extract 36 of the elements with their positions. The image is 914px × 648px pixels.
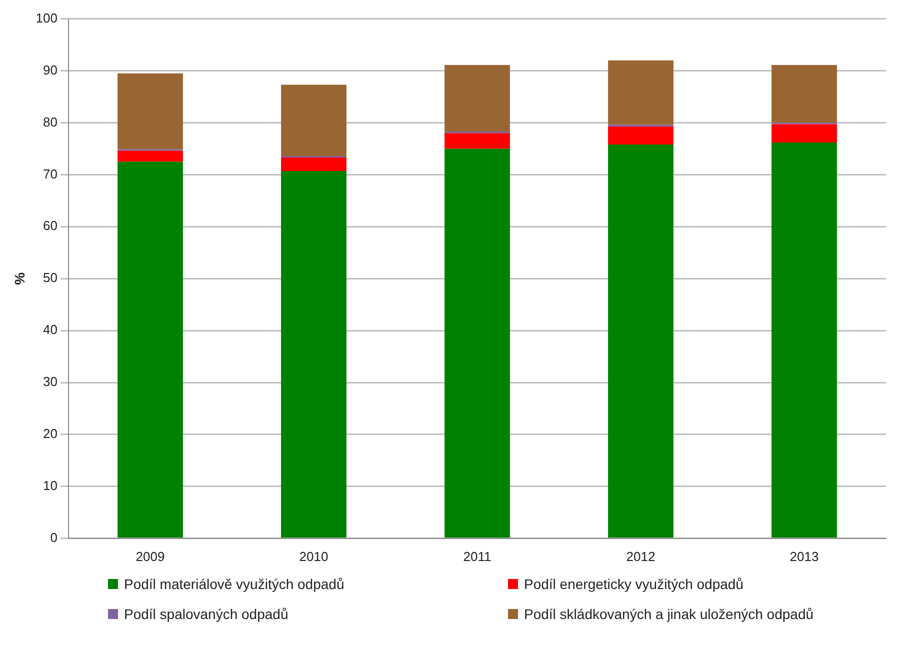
bar	[281, 171, 346, 538]
y-tick-label: 20	[43, 426, 58, 442]
bar	[118, 162, 183, 538]
y-tick-label: 10	[43, 478, 58, 494]
x-tick-label: 2009	[136, 548, 165, 564]
legend-label: Podíl skládkovaných a jinak uložených odpadů	[524, 606, 814, 622]
bar	[444, 133, 510, 149]
bar	[118, 73, 183, 150]
bar	[118, 150, 183, 162]
bar	[281, 84, 346, 156]
y-tick-label: 70	[43, 166, 58, 182]
y-tick-label: 60	[43, 218, 58, 234]
bar	[444, 65, 510, 132]
y-axis-title: %	[11, 272, 28, 285]
bar	[608, 126, 674, 145]
bar	[444, 148, 510, 538]
y-tick-label: 80	[43, 114, 58, 130]
x-tick-label: 2013	[790, 548, 819, 564]
x-tick-label: 2012	[626, 548, 656, 564]
x-tick-label: 2010	[299, 548, 328, 564]
y-tick-label: 50	[43, 270, 58, 286]
legend-label: Podíl energeticky využitých odpadů	[524, 576, 744, 592]
bar	[608, 144, 674, 538]
bar	[772, 65, 837, 123]
y-tick-label: 0	[50, 530, 58, 545]
y-tick-label: 90	[43, 62, 58, 78]
y-tick-label: 30	[43, 374, 58, 390]
bar	[772, 142, 837, 538]
legend-label: Podíl materiálově využitých odpadů	[124, 576, 344, 592]
x-tick-label: 2011	[463, 548, 492, 564]
y-tick-label: 100	[36, 10, 58, 26]
legend-label: Podíl spalovaných odpadů	[124, 606, 288, 622]
bar	[772, 124, 837, 142]
bar	[608, 60, 674, 125]
y-tick-label: 40	[43, 322, 58, 338]
bar	[281, 158, 346, 172]
